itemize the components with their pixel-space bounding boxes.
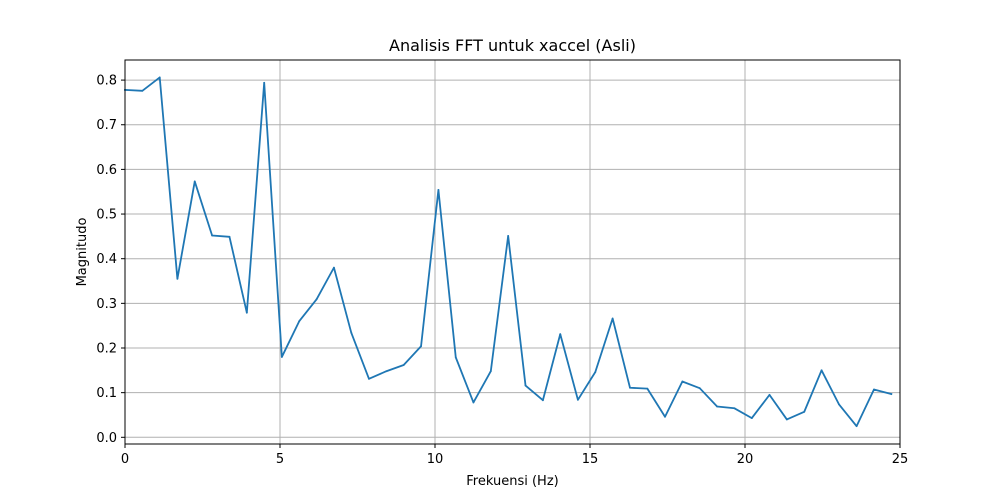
data-point [489, 370, 492, 373]
data-point [368, 377, 370, 380]
data-point [541, 399, 544, 402]
data-point [385, 370, 388, 373]
data-point [193, 180, 196, 183]
x-tick-label: 10 [427, 452, 444, 467]
data-point [454, 356, 457, 359]
data-point [855, 425, 858, 428]
data-point [890, 393, 893, 395]
data-point [559, 333, 562, 336]
data-point [768, 393, 771, 396]
x-axis-label: Frekuensi (Hz) [466, 474, 558, 489]
chart-title: Analisis FFT untuk xaccel (Asli) [389, 36, 636, 55]
series-line-0 [124, 76, 893, 428]
data-point [263, 81, 266, 84]
data-point [437, 189, 440, 191]
data-point [838, 403, 840, 406]
data-point [524, 384, 527, 387]
data-point [280, 356, 283, 358]
data-point [785, 418, 788, 421]
data-point [803, 410, 806, 413]
data-point [646, 387, 649, 390]
data-point [158, 76, 161, 79]
data-point [420, 345, 422, 348]
y-tick-label: 0.1 [96, 386, 117, 401]
data-point [211, 234, 214, 237]
y-tick-label: 0.3 [96, 297, 117, 312]
y-tick-label: 0.5 [96, 208, 117, 223]
data-point [629, 386, 631, 389]
data-point [681, 380, 684, 383]
data-point [698, 387, 701, 390]
data-point [228, 235, 231, 238]
data-point [245, 311, 248, 314]
data-point [594, 371, 597, 374]
y-tick-label: 0.4 [96, 252, 117, 267]
data-point [507, 235, 510, 237]
data-point [315, 298, 318, 301]
grid-lines [124, 60, 901, 444]
y-tick-label: 0.6 [96, 163, 117, 178]
data-point [820, 369, 823, 372]
x-tick-label: 15 [582, 452, 599, 467]
x-tick-label: 20 [737, 452, 754, 467]
data-point [873, 388, 875, 391]
data-point [733, 407, 736, 410]
data-point [664, 415, 666, 418]
data-point [333, 266, 335, 269]
y-tick-label: 0.8 [96, 74, 117, 89]
data-point [350, 331, 353, 334]
plot-frame [124, 59, 901, 445]
data-point [577, 398, 579, 401]
ticks: 0 5 10 15 20 25 0.0 0.1 0.2 0.3 0.4 0.5 0.6 0.7 0.8 [96, 74, 908, 467]
x-tick-label: 5 [276, 452, 284, 467]
y-tick-label: 0.0 [96, 431, 117, 446]
y-tick-label: 0.7 [96, 118, 117, 133]
x-tick-label: 0 [121, 452, 129, 467]
data-point [716, 405, 718, 408]
data-point [402, 364, 405, 366]
data-point [472, 401, 475, 404]
x-tick-label: 25 [892, 452, 909, 467]
data-point [750, 417, 753, 420]
data-point [141, 89, 144, 92]
data-point [298, 320, 301, 323]
data-point [176, 277, 179, 280]
y-axis-label: Magnitudo [75, 218, 90, 287]
series-layer [124, 76, 893, 428]
data-point [611, 317, 614, 320]
y-tick-label: 0.2 [96, 342, 117, 357]
